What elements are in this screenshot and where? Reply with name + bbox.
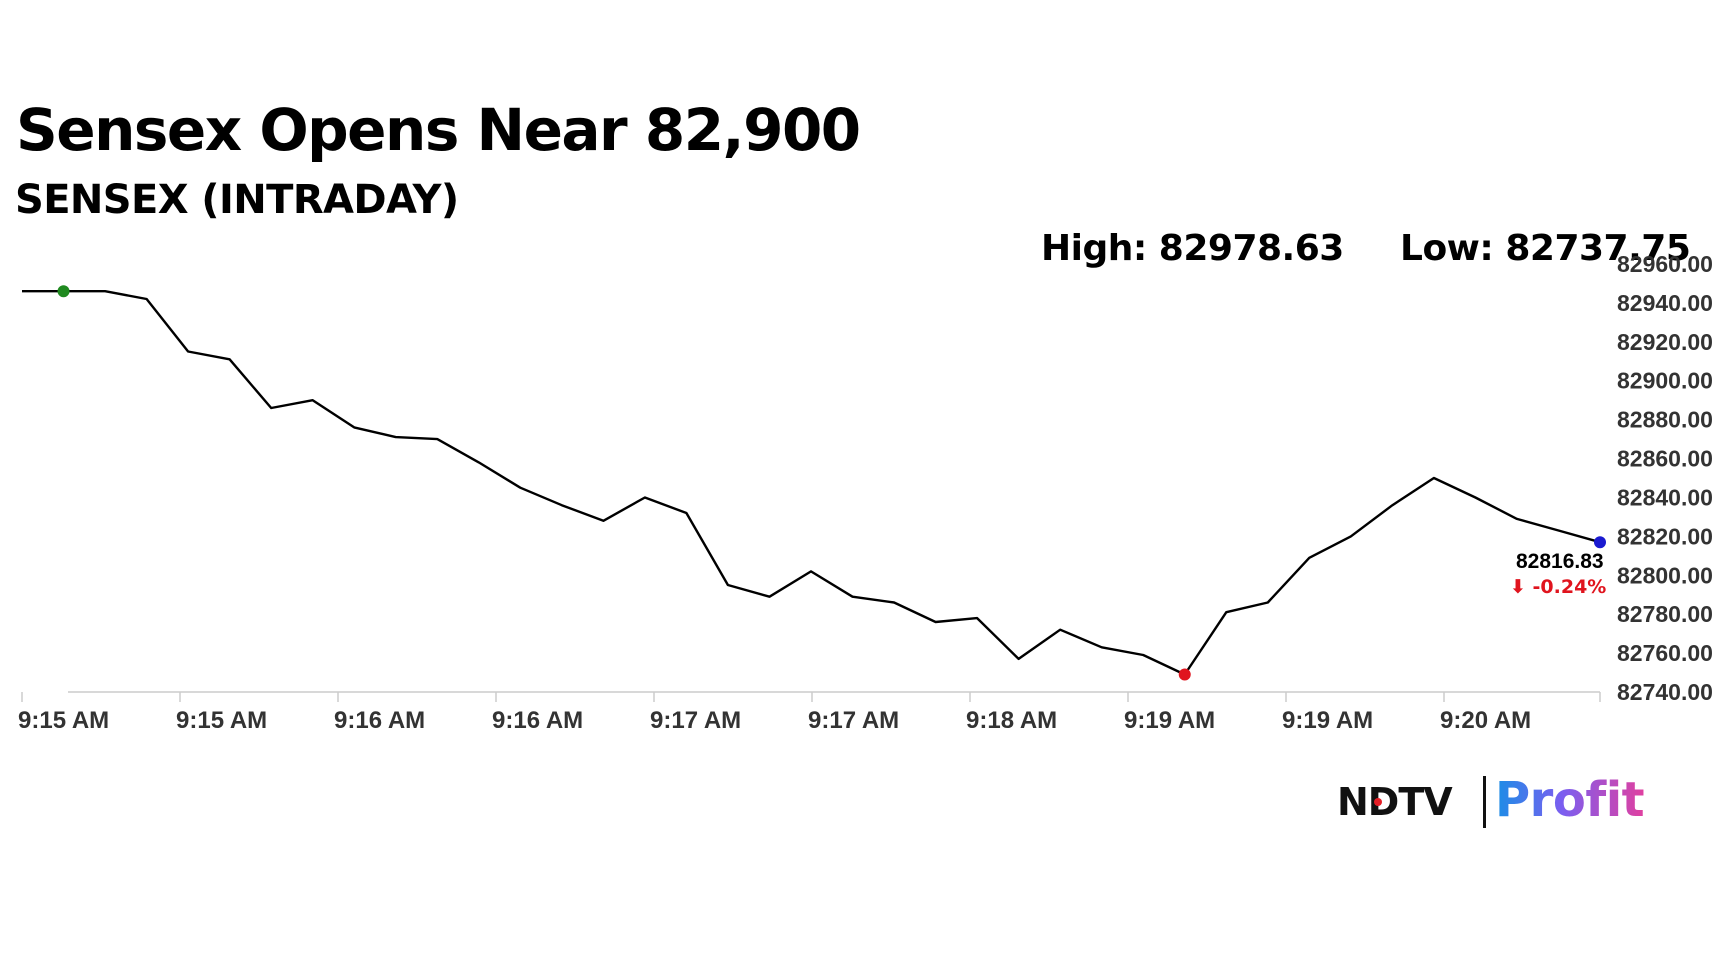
x-tick-label: 9:16 AM (492, 707, 583, 734)
logo-profit-text: Profit (1495, 772, 1645, 828)
last-value-label: 82816.83 (1516, 550, 1604, 573)
y-tick-label: 82960.00 (1617, 251, 1713, 277)
y-tick-label: 82920.00 (1617, 329, 1713, 355)
logo-red-dot (1374, 798, 1382, 806)
y-tick-label: 82820.00 (1617, 523, 1713, 549)
chart-title: Sensex Opens Near 82,900 (16, 96, 861, 164)
ndtv-profit-logo: NDTV Profit (1337, 770, 1645, 830)
x-tick-label: 9:20 AM (1440, 707, 1531, 734)
y-tick-label: 82860.00 (1617, 446, 1713, 472)
open-marker (57, 285, 70, 298)
y-tick-label: 82880.00 (1617, 407, 1713, 433)
logo-divider (1483, 776, 1486, 828)
x-tick-label: 9:16 AM (334, 707, 425, 734)
change-percent-label: ⬇ -0.24% (1510, 576, 1606, 598)
x-axis: 9:15 AM 9:15 AM 9:16 AM 9:16 AM 9:17 AM 9:17 … (18, 691, 1601, 734)
y-tick-label: 82900.00 (1617, 368, 1713, 394)
x-tick-label: 9:19 AM (1124, 707, 1215, 734)
x-tick-label: 9:15 AM (18, 707, 109, 734)
y-tick-label: 82740.00 (1617, 679, 1713, 705)
high-value-label: High: 82978.63 (1041, 228, 1344, 269)
x-tick-label: 9:19 AM (1282, 707, 1373, 734)
x-tick-label: 9:15 AM (176, 707, 267, 734)
y-tick-label: 82940.00 (1617, 290, 1713, 316)
markers-group (57, 285, 1606, 681)
x-tick-label: 9:17 AM (808, 707, 899, 734)
x-tick-label: 9:17 AM (650, 707, 741, 734)
low-marker (1178, 668, 1191, 681)
y-tick-label: 82840.00 (1617, 484, 1713, 510)
y-axis-ticks: 82960.00 82940.00 82920.00 82900.00 82880.00… (1617, 251, 1713, 705)
x-tick-label: 9:18 AM (966, 707, 1057, 734)
y-tick-label: 82760.00 (1617, 640, 1713, 666)
logo-ndtv-text: NDTV (1337, 780, 1453, 824)
value-labels: 82816.83 ⬇ -0.24% (1510, 550, 1606, 598)
y-tick-label: 82780.00 (1617, 601, 1713, 627)
series-group (22, 290, 1601, 676)
y-tick-label: 82800.00 (1617, 562, 1713, 588)
price-line (22, 290, 1601, 676)
low-value-label: Low: 82737.75 (1400, 228, 1691, 269)
last-marker (1594, 536, 1606, 549)
chart-subtitle: SENSEX (INTRADAY) (15, 177, 459, 223)
